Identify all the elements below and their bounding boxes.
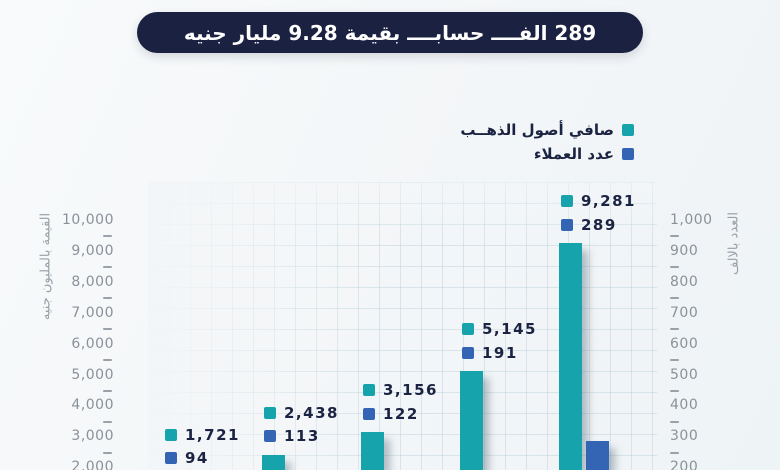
left-axis-minor-tick bbox=[103, 359, 112, 362]
right-axis-minor-tick bbox=[670, 420, 679, 423]
right-axis-minor-tick bbox=[670, 359, 679, 362]
left-axis-minor-tick bbox=[103, 297, 112, 300]
clients-value-label: 122 bbox=[363, 405, 419, 423]
left-axis-tick-label: 5,000 bbox=[71, 366, 114, 383]
right-axis-tick-label: 300 bbox=[670, 428, 699, 445]
left-axis-minor-tick bbox=[103, 235, 112, 238]
right-axis-tick-label: 500 bbox=[670, 366, 699, 383]
gold-assets-value-label: 9,281 bbox=[561, 192, 636, 210]
right-axis-tick-label: 400 bbox=[670, 397, 699, 414]
gold-assets-bar bbox=[460, 371, 483, 470]
right-axis-minor-tick bbox=[670, 389, 679, 392]
left-axis-tick-label: 9,000 bbox=[71, 242, 114, 259]
clients-marker-icon bbox=[165, 452, 177, 465]
right-axis-title: العدد بالالف bbox=[726, 212, 742, 276]
gold-assets-value-label: 2,438 bbox=[264, 404, 339, 422]
legend-label: صافي أصول الذهــب bbox=[460, 121, 614, 139]
clients-legend-swatch-icon bbox=[622, 148, 634, 160]
gold-assets-legend-swatch-icon bbox=[622, 124, 634, 136]
value-text: 122 bbox=[383, 404, 419, 423]
gold-assets-bar bbox=[559, 243, 582, 470]
right-axis-minor-tick bbox=[670, 328, 679, 331]
value-text: 289 bbox=[581, 215, 617, 234]
gold-assets-marker-icon bbox=[165, 428, 177, 441]
left-axis-minor-tick bbox=[103, 266, 112, 269]
left-axis-tick-label: 7,000 bbox=[71, 304, 114, 321]
left-axis-tick-label: 8,000 bbox=[71, 273, 114, 290]
clients-value-label: 113 bbox=[264, 427, 320, 445]
right-axis-tick-label: 700 bbox=[670, 304, 699, 321]
value-text: 1,721 bbox=[185, 425, 240, 444]
left-axis-minor-tick bbox=[103, 328, 112, 331]
value-text: 5,145 bbox=[482, 320, 537, 339]
clients-value-label: 289 bbox=[561, 216, 617, 234]
clients-marker-icon bbox=[363, 407, 375, 420]
value-text: 113 bbox=[284, 427, 320, 446]
right-axis-minor-tick bbox=[670, 266, 679, 269]
clients-marker-icon bbox=[264, 430, 276, 443]
right-axis-tick-label: 900 bbox=[670, 242, 699, 259]
left-axis-tick-label: 10,000 bbox=[62, 212, 114, 228]
value-text: 2,438 bbox=[284, 403, 339, 422]
left-axis-tick-label: 3,000 bbox=[71, 428, 114, 445]
gold-assets-value-label: 3,156 bbox=[363, 381, 438, 399]
right-axis-tick-label: 600 bbox=[670, 335, 699, 352]
left-axis-tick-label: 2,000 bbox=[71, 459, 114, 470]
gold-assets-bar bbox=[361, 432, 384, 470]
value-text: 9,281 bbox=[581, 192, 636, 211]
headline-text: 289 الفــــ حسابــــ بقيمة 9.28 مليار جن… bbox=[183, 20, 597, 45]
value-text: 191 bbox=[482, 343, 518, 362]
chart-legend: صافي أصول الذهــب عدد العملاء bbox=[460, 120, 634, 164]
right-axis-tick-label: 800 bbox=[670, 273, 699, 290]
clients-value-label: 94 bbox=[165, 449, 209, 467]
gold-assets-marker-icon bbox=[363, 384, 375, 397]
clients-marker-icon bbox=[462, 346, 474, 359]
legend-item-clients: عدد العملاء bbox=[460, 144, 634, 164]
clients-marker-icon bbox=[561, 218, 573, 231]
gold-assets-marker-icon bbox=[561, 195, 573, 208]
left-axis-tick-label: 6,000 bbox=[71, 335, 114, 352]
headline-banner: 289 الفــــ حسابــــ بقيمة 9.28 مليار جن… bbox=[137, 12, 643, 53]
gold-assets-value-label: 1,721 bbox=[165, 426, 240, 444]
gold-assets-marker-icon bbox=[264, 406, 276, 419]
gold-assets-value-label: 5,145 bbox=[462, 320, 537, 338]
clients-value-label: 191 bbox=[462, 344, 518, 362]
right-axis-minor-tick bbox=[670, 297, 679, 300]
right-axis-tick-label: 1,000 bbox=[670, 212, 713, 228]
gold-assets-marker-icon bbox=[462, 323, 474, 336]
legend-label: عدد العملاء bbox=[533, 145, 614, 163]
right-axis-minor-tick bbox=[670, 451, 679, 454]
left-axis-minor-tick bbox=[103, 389, 112, 392]
left-axis-tick-label: 4,000 bbox=[71, 397, 114, 414]
value-text: 94 bbox=[185, 449, 209, 468]
clients-bar bbox=[586, 440, 609, 470]
gold-assets-bar bbox=[262, 454, 285, 470]
right-axis-tick-label: 200 bbox=[670, 459, 699, 470]
left-axis-minor-tick bbox=[103, 420, 112, 423]
value-text: 3,156 bbox=[383, 381, 438, 400]
right-axis-minor-tick bbox=[670, 235, 679, 238]
left-axis-minor-tick bbox=[103, 451, 112, 454]
legend-item-gold-assets: صافي أصول الذهــب bbox=[460, 120, 634, 140]
